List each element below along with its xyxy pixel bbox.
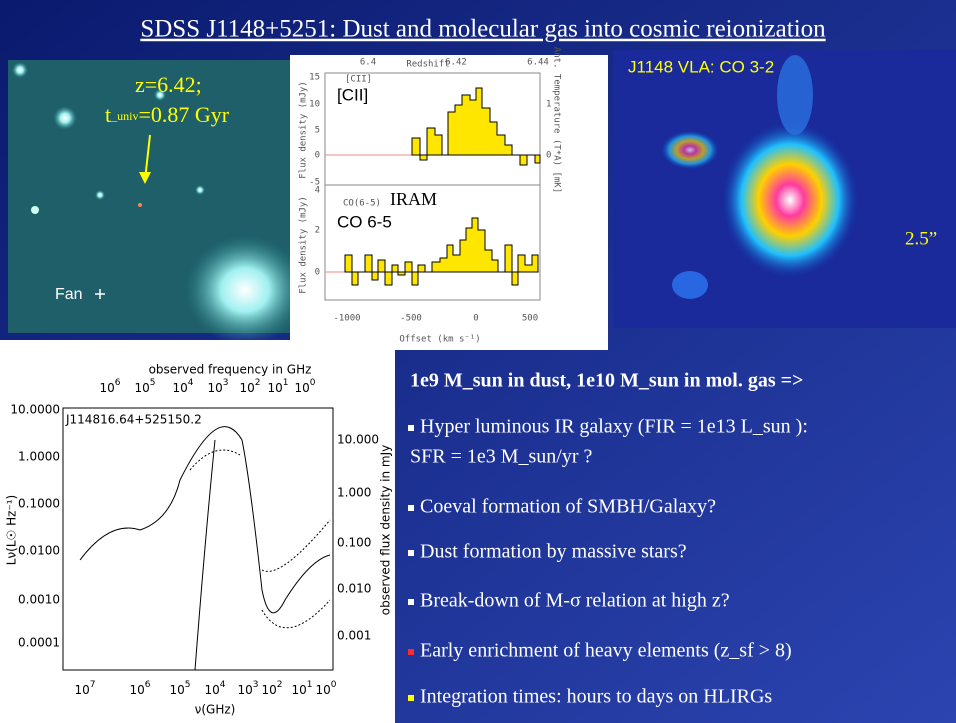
tick-exp: 3	[223, 378, 229, 388]
tick-exp: 0	[331, 680, 337, 690]
x-tick: -500	[400, 314, 422, 324]
tick-exp: 7	[90, 680, 96, 690]
y-tick: 2	[315, 226, 320, 236]
y2-tick: 0.001	[337, 629, 371, 643]
object-label: J114816.64+525150.2	[65, 413, 202, 427]
bullet-marker	[408, 550, 414, 556]
x-tick: 500	[522, 314, 538, 324]
tick-base: 10	[239, 381, 254, 395]
tick-base: 10	[294, 381, 309, 395]
tick-exp: 5	[150, 378, 156, 388]
redshift-label: z=6.42;	[135, 72, 202, 97]
bullet-text: Integration times: hours to days on HLIR…	[420, 686, 772, 708]
fan-label: Fan	[55, 286, 83, 303]
redshift-label: Redshift	[406, 60, 449, 70]
y2-tick: 1	[546, 100, 551, 110]
small-label: [CII]	[345, 75, 372, 85]
bullet-marker	[408, 599, 414, 605]
y-tick: 1.0000	[18, 450, 60, 464]
tick-exp: 2	[277, 680, 283, 690]
bullet-text: Hyper luminous IR galaxy (FIR = 1e13 L_s…	[420, 416, 808, 438]
y-tick: 0.0001	[18, 636, 60, 650]
y-tick: 15	[309, 73, 320, 83]
tick-exp: 4	[188, 378, 194, 388]
bullet-marker	[408, 695, 414, 701]
tick-exp: 3	[253, 680, 259, 690]
y-tick: 10	[309, 100, 320, 110]
y-tick: 0.1000	[18, 497, 60, 511]
vla-image: J1148 VLA: CO 3-2 2.5”	[613, 50, 956, 328]
tick-base: 10	[74, 683, 89, 697]
tick-base: 10	[204, 683, 219, 697]
x-tick: 0	[473, 314, 478, 324]
tick-base: 10	[315, 683, 330, 697]
top-label: observed frequency in GHz	[149, 363, 312, 377]
tick-base: 10	[172, 381, 187, 395]
tick-base: 10	[267, 381, 282, 395]
tick-base: 10	[291, 683, 306, 697]
tick-exp: 2	[255, 378, 261, 388]
y-tick: 0.0100	[18, 544, 60, 558]
y-label: Lν(L☉ Hz⁻¹)	[5, 495, 19, 565]
tick-base: 10	[129, 683, 144, 697]
y2-label: observed flux density in mJy	[379, 445, 393, 615]
bullet-text: Break-down of M-σ relation at high z?	[420, 590, 730, 612]
x-label: Offset (km s⁻¹)	[399, 335, 480, 345]
bullet-text: Coeval formation of SMBH/Galaxy?	[420, 496, 716, 518]
tick-exp: 1	[283, 378, 289, 388]
vla-label: J1148 VLA: CO 3-2	[628, 57, 774, 76]
tick-base: 10	[169, 683, 184, 697]
y-tick: 4	[315, 186, 320, 196]
y2-tick: 0.100	[337, 536, 371, 550]
iram-label: IRAM	[390, 189, 437, 209]
tick-exp: 6	[115, 378, 121, 388]
line-label: [CII]	[337, 85, 368, 104]
bullet-text: Early enrichment of heavy elements (z_sf…	[420, 640, 792, 662]
y-label: Flux density (mJy)	[299, 81, 309, 179]
y-tick: 10.0000	[10, 403, 60, 417]
optical-image: z=6.42; t_univ=0.87 Gyr Fan	[8, 60, 305, 345]
tick-base: 10	[207, 381, 222, 395]
bullet-text: SFR = 1e3 M_sun/yr ?	[410, 446, 593, 468]
y-tick: 0	[315, 151, 320, 161]
line-label: CO 6-5	[337, 212, 392, 231]
y-tick: 0	[315, 268, 320, 278]
tick-base: 10	[261, 683, 276, 697]
sed-panel	[0, 340, 395, 723]
slide: SDSS J1148+5251: Dust and molecular gas …	[0, 0, 956, 723]
bullet-marker	[408, 649, 414, 655]
y2-tick: 0.010	[337, 582, 371, 596]
y-tick: 0.0010	[18, 593, 60, 607]
tick-exp: 0	[310, 378, 316, 388]
title: SDSS J1148+5251: Dust and molecular gas …	[140, 16, 826, 43]
tick-base: 10	[237, 683, 252, 697]
y2-tick: 0	[546, 151, 551, 161]
x-label: ν(GHz)	[195, 703, 236, 717]
x-tick: -1000	[333, 314, 360, 324]
y2-tick: 10.000	[337, 433, 379, 447]
small-label: CO(6-5)	[343, 199, 381, 209]
bullet-marker	[408, 505, 414, 511]
page: {"title": "SDSS J1148+5251: Dust and mol…	[0, 0, 956, 723]
redshift-tick: 6.44	[527, 58, 549, 68]
y-label: Flux density (mJy)	[299, 196, 309, 294]
bullet-marker	[408, 425, 414, 431]
tick-exp: 1	[307, 680, 313, 690]
redshift-tick: 6.4	[360, 58, 376, 68]
y2-label: Ant. Temperature (T*A) [mK]	[552, 47, 562, 193]
tick-base: 10	[134, 381, 149, 395]
tick-exp: 6	[145, 680, 151, 690]
bullet-header: 1e9 M_sun in dust, 1e10 M_sun in mol. ga…	[410, 370, 803, 392]
tick-base: 10	[99, 381, 114, 395]
y2-tick: 1.000	[337, 486, 371, 500]
scale-label: 2.5”	[905, 228, 937, 249]
bullet-text: Dust formation by massive stars?	[420, 541, 687, 563]
tick-exp: 4	[220, 680, 226, 690]
y-tick: 5	[315, 126, 320, 136]
tick-exp: 5	[185, 680, 191, 690]
